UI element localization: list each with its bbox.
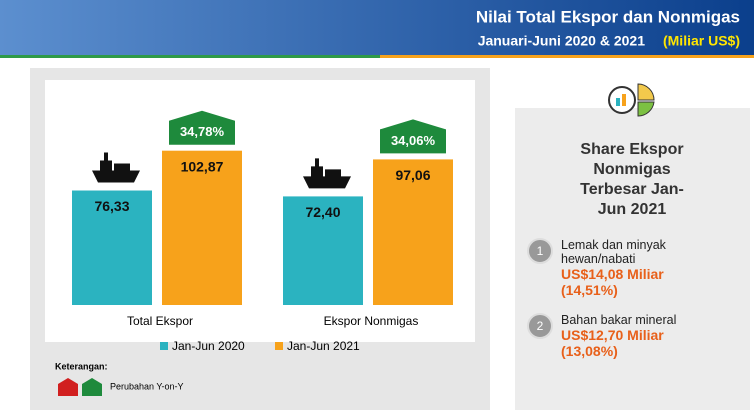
category-label: Total Ekspor [127,314,193,328]
item-body: Bahan bakar mineral US$12,70 Miliar (13,08… [561,313,721,359]
rank-badge: 1 [527,238,553,264]
change-badge [380,119,446,154]
legend-label: Jan-Jun 2020 [172,339,245,353]
ship-icon [303,158,351,189]
share-title: Share Ekspor Nonmigas Terbesar Jan-Jun 2… [580,141,684,218]
subtitle: Januari-Juni 2020 & 2021 [478,33,646,49]
item-label: Lemak dan minyak hewan/nabati [561,238,666,266]
increase-icon [82,378,102,396]
note-label: Perubahan Y-on-Y [110,381,184,391]
share-panel: Share Ekspor Nonmigas Terbesar Jan-Jun 2… [515,83,750,410]
unit: (Miliar US$) [663,33,740,49]
value-label: 76,33 [94,198,129,214]
value-label: 102,87 [181,158,224,174]
bar [283,196,363,305]
share-icon [608,83,655,117]
rank-badge: 2 [527,313,553,339]
item-value: US$14,08 Miliar [561,266,664,282]
legend-label: Jan-Jun 2021 [287,339,360,353]
bar [72,190,152,305]
item-value: US$12,70 Miliar [561,327,664,343]
item-label: Bahan bakar mineral [561,313,677,327]
legend-swatch [275,342,283,350]
bar [162,150,242,305]
note-title: Keterangan: [55,361,108,371]
item-share: (14,51%) [561,282,618,298]
header-rule [0,55,380,58]
decrease-icon [58,378,78,396]
bar [373,159,453,305]
legend-swatch [160,342,168,350]
ship-icon [92,152,140,183]
title: Nilai Total Ekspor dan Nonmigas [476,7,740,26]
header-band [0,0,754,55]
item-body: Lemak dan minyak hewan/nabati US$14,08 Mi… [561,238,721,298]
category-label: Ekspor Nonmigas [324,314,419,328]
header-rule [380,55,754,58]
value-label: 97,06 [395,167,430,183]
value-label: 72,40 [305,204,340,220]
change-label: 34,06% [391,133,436,148]
change-label: 34,78% [180,124,225,139]
item-share: (13,08%) [561,343,618,359]
change-badge [169,110,235,145]
